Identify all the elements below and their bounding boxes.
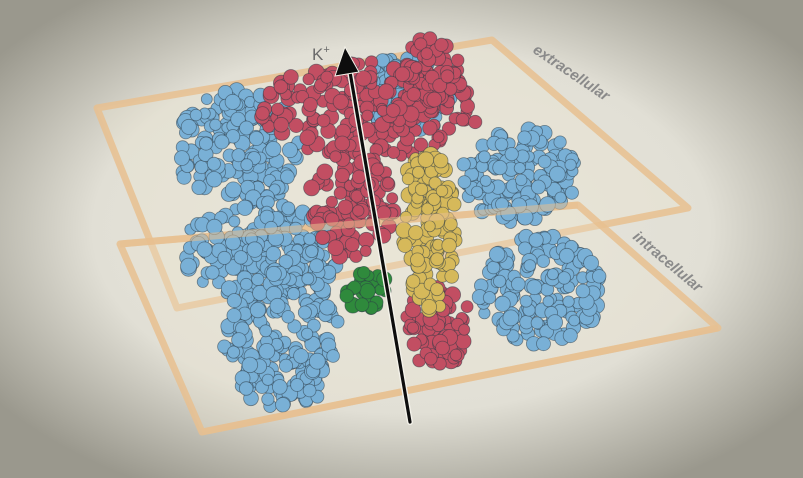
blue-subunit-left-lower [217,262,345,413]
channel-protein [173,31,607,413]
intracellular-plane-front-edge [119,201,719,436]
arrow-up-icon [334,45,413,425]
blue-subunit-right-lower [471,228,607,352]
blue-subunit-right-upper [456,121,581,229]
red-subunit-top-right [394,31,465,109]
ion-label: K+ [312,44,330,64]
